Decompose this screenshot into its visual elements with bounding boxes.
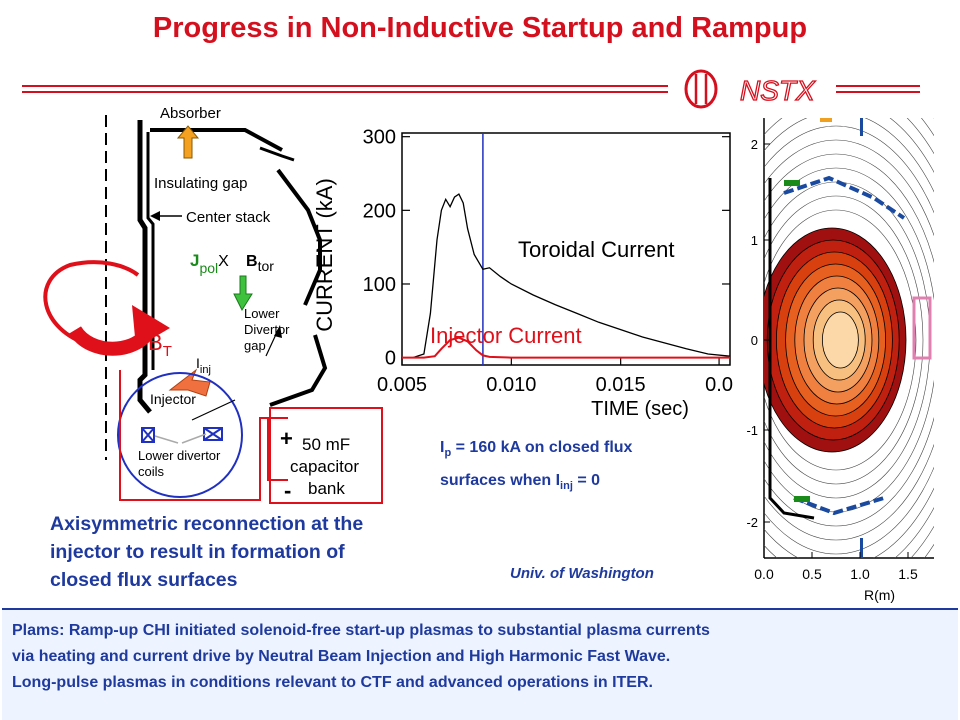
injector-current-line — [402, 336, 730, 359]
eq-x-tick-label: 0.0 — [754, 566, 774, 582]
y-tick-label: 0 — [385, 348, 396, 370]
eq-y-tick-label: -1 — [746, 423, 758, 438]
summary-line: Plams: Ramp-up CHI initiated solenoid-fr… — [12, 622, 710, 639]
y-tick-label: 100 — [363, 274, 396, 296]
eq-x-tick-label: 1.5 — [898, 566, 918, 582]
ip-text-3: = 0 — [572, 472, 601, 490]
plot-frame — [401, 132, 731, 366]
slide-title: Progress in Non-Inductive Startup and Ra… — [152, 12, 808, 44]
summary-line: via heating and current drive by Neutral… — [12, 648, 671, 665]
bt-label: BT — [148, 330, 172, 360]
toroidal-current-label: Toroidal Current — [518, 237, 675, 262]
equilibrium-xlabel: R(m) — [864, 587, 895, 603]
eq-y-tick-label: -2 — [746, 515, 758, 530]
equilibrium-plot: 2 1 0 -1 -2 0.0 0.5 1.0 1.5 R(m) — [746, 118, 934, 603]
y-tick-label: 200 — [363, 200, 396, 222]
ip-note: Ip = 160 kA on closed flux surfaces when… — [440, 434, 730, 500]
minus-terminal: - — [284, 478, 291, 503]
flux-line — [764, 195, 924, 485]
absorber-label: Absorber — [160, 105, 221, 122]
x-tick-label: 0.015 — [596, 374, 646, 396]
ip-subscript: p — [444, 447, 452, 460]
lower-divertor-coils-label: Lower divertor coils — [138, 448, 221, 479]
eq-x-tick-label: 1.0 — [850, 566, 870, 582]
eq-x-tick-label: 0.5 — [802, 566, 822, 582]
iinj-label: Iinj — [196, 355, 211, 376]
reconnection-caption: Axisymmetric reconnection at the injecto… — [50, 510, 450, 594]
flux-line — [764, 153, 934, 527]
y-tick-label: 300 — [363, 127, 396, 149]
x-tick-label: 0.010 — [486, 374, 536, 396]
flux-line — [764, 209, 917, 471]
x-tick-label: 0.0 — [705, 374, 733, 396]
plot-ylabel: CURRENT (kA) — [312, 178, 337, 332]
toroidal-current-line — [402, 193, 731, 359]
btor-label: Btor — [246, 253, 274, 274]
flux-contour — [822, 311, 859, 369]
nstx-logo-text: NSTX — [740, 75, 816, 106]
current-plot: 300 200 100 0 0.005 0.010 0.015 0.0 CURRENT (kA… — [312, 127, 733, 420]
flux-line — [764, 125, 934, 555]
injector-label: Injector — [150, 391, 196, 407]
plus-terminal: + — [280, 426, 293, 451]
eq-y-tick-label: 0 — [751, 333, 758, 348]
caption-line: closed flux surfaces — [50, 569, 238, 591]
injector-current-label: Injector Current — [430, 323, 582, 348]
chi-schematic: Absorber Insulating gap Center stack Jpo… — [43, 105, 383, 504]
caption-line: injector to result in formation of — [50, 541, 345, 563]
credit-text: Univ. of Washington — [510, 565, 654, 582]
insulating-gap-label: Insulating gap — [154, 175, 247, 192]
nstx-logo-icon — [684, 69, 718, 109]
plot-xlabel: TIME (sec) — [591, 398, 689, 420]
jpol-label: JpolX — [190, 251, 229, 276]
summary-box — [2, 608, 958, 720]
center-stack-label: Center stack — [186, 209, 271, 226]
eq-y-tick-label: 2 — [751, 137, 758, 152]
header-rule: NSTX — [22, 69, 920, 109]
flux-line — [764, 139, 934, 541]
ip-text: = 160 kA on closed flux — [451, 439, 633, 456]
caption-line: Axisymmetric reconnection at the — [50, 513, 364, 535]
x-tick-label: 0.005 — [377, 374, 427, 396]
eq-y-tick-label: 1 — [751, 233, 758, 248]
summary-text: Plams: Ramp-up CHI initiated solenoid-fr… — [12, 618, 952, 696]
lower-divertor-gap-label: Lower Divertor gap — [244, 306, 290, 353]
summary-line: Long-pulse plasmas in conditions relevan… — [12, 674, 653, 691]
ip-text-2: surfaces when I — [440, 472, 561, 490]
ip-symbol: I — [440, 439, 445, 456]
capacitor-label: 50 mF capacitor bank — [290, 435, 359, 498]
iinj-subscript: inj — [560, 480, 573, 493]
